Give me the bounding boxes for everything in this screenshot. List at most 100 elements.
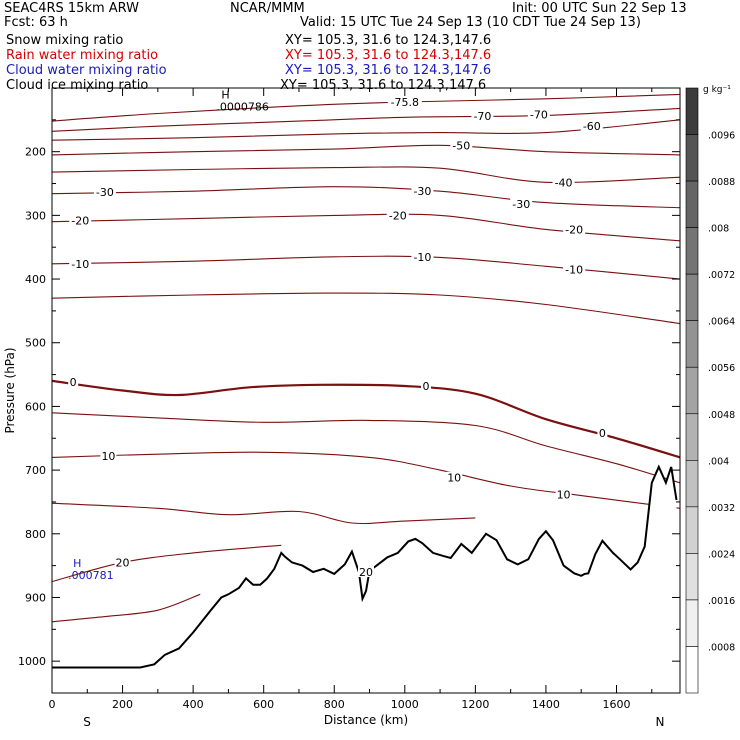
x-tick-label: 1000 — [391, 698, 419, 711]
org-title: NCAR/MMM — [230, 1, 305, 16]
colorbar-label: .008 — [708, 224, 729, 235]
contour-label-bg — [411, 250, 434, 262]
x-tick-label: 800 — [324, 698, 345, 711]
terrain-profile — [52, 464, 678, 693]
colorbar-label: .0064 — [708, 317, 735, 328]
contour-label-bg — [386, 209, 409, 221]
contour-line — [52, 502, 476, 525]
extremum-value: .000781 — [68, 569, 114, 582]
contour-label: -75.8 — [391, 96, 419, 109]
contour-label-bg — [114, 556, 131, 568]
contour-label: -70 — [530, 109, 548, 122]
contour-label: -40 — [555, 176, 573, 189]
colorbar-segment — [685, 460, 699, 508]
extremum-value: .0000786 — [216, 101, 269, 114]
contour-label: 10 — [101, 450, 115, 463]
contour-label-bg — [69, 257, 92, 269]
contour-line — [52, 166, 680, 184]
colorbar-segment — [685, 366, 699, 415]
y-tick-label: 800 — [25, 528, 46, 541]
contour-line — [52, 412, 680, 484]
y-tick-label: 500 — [25, 337, 46, 350]
contour-label-bg — [527, 108, 550, 120]
field-name-cloud-ice: Cloud ice mixing ratio — [6, 78, 149, 93]
colorbar-label: .004 — [708, 456, 729, 467]
colorbar-segment — [685, 320, 699, 368]
colorbar-segment — [685, 134, 699, 182]
north-label: N — [656, 715, 665, 729]
contour-label: -10 — [565, 264, 583, 277]
valid-time: Valid: 15 UTC Tue 24 Sep 13 (10 CDT Tue … — [300, 15, 641, 30]
contour-label-bg — [446, 471, 463, 483]
terrain-line — [52, 464, 678, 669]
field-name-snow: Snow mixing ratio — [6, 33, 124, 48]
x-tick-label: 1200 — [461, 698, 489, 711]
colorbar-segment — [685, 273, 699, 321]
contour-label: -20 — [71, 214, 89, 227]
contour-label: 0 — [70, 376, 77, 389]
colorbar-segment — [685, 227, 699, 275]
contour-line — [52, 593, 201, 623]
contour-label: -20 — [389, 209, 407, 222]
south-label: S — [83, 715, 91, 729]
contour-line — [52, 144, 680, 156]
plot-frame — [51, 87, 681, 694]
contour-label: 0 — [422, 380, 429, 393]
colorbar-segment — [685, 413, 699, 461]
colorbar-segment — [685, 506, 699, 554]
y-tick-label: 300 — [25, 209, 46, 222]
contour-label-bg — [471, 110, 494, 122]
terrain-mask — [52, 466, 677, 693]
contour-line — [52, 292, 680, 325]
contour-line — [52, 107, 680, 132]
forecast-hour: Fcst: 63 h — [4, 15, 68, 30]
contour-line — [52, 213, 680, 242]
y-tick-label: 700 — [25, 464, 46, 477]
contour-label-bg — [555, 488, 572, 500]
contour-line — [52, 93, 680, 122]
contour-label: -50 — [452, 139, 470, 152]
field-xy-rain: XY= 105.3, 31.6 to 124.3,147.6 — [285, 48, 492, 63]
colorbar-label: .0008 — [708, 642, 735, 653]
colorbar: .0096 .0088 .008 .0072 .0064 .0056 .0048 .004 .0… — [685, 85, 735, 694]
colorbar-label: .0024 — [708, 549, 735, 560]
field-name-rain: Rain water mixing ratio — [6, 48, 159, 63]
y-tick-label: 1000 — [18, 655, 46, 668]
x-axis-label: Distance (km) — [324, 713, 408, 727]
contour-label: -10 — [413, 251, 431, 264]
y-tick-label: 200 — [25, 146, 46, 159]
contour-label-bg — [100, 450, 117, 462]
contour-label: 10 — [557, 488, 571, 501]
contour-label-bg — [563, 263, 586, 275]
contour-line — [52, 544, 282, 583]
contour-label: -70 — [473, 110, 491, 123]
field-xy-snow: XY= 105.3, 31.6 to 124.3,147.6 — [285, 33, 492, 48]
colorbar-label: .0072 — [708, 270, 735, 281]
colorbar-segment — [685, 180, 699, 228]
colorbar-label: .0088 — [708, 177, 735, 188]
contour-label: 0 — [599, 427, 606, 440]
contour-label-bg — [510, 197, 533, 209]
x-tick-label: 600 — [253, 698, 274, 711]
model-title: SEAC4RS 15km ARW — [4, 1, 140, 16]
colorbar-segment — [685, 599, 699, 647]
colorbar-segment — [685, 646, 699, 694]
contour-label-bg — [387, 96, 422, 108]
colorbar-segment — [685, 553, 699, 601]
x-tick-label: 0 — [49, 698, 56, 711]
contour-line — [52, 451, 680, 509]
contour-label-bg — [552, 176, 575, 188]
contour-line — [52, 255, 680, 280]
x-tick-label: 200 — [112, 698, 133, 711]
colorbar-label: .0032 — [708, 503, 735, 514]
contour-label-bg — [93, 185, 116, 197]
x-tick-label: 1400 — [532, 698, 560, 711]
init-time: Init: 00 UTC Sun 22 Sep 13 — [512, 1, 687, 16]
field-xy-cloud-water: XY= 105.3, 31.6 to 124.3,147.6 — [285, 63, 492, 78]
colorbar-label: .0016 — [708, 596, 735, 607]
y-axis-label: Pressure (hPa) — [3, 347, 17, 433]
contour-label-bg — [69, 214, 92, 226]
y-tick-label: 400 — [25, 273, 46, 286]
x-tick-label: 1600 — [602, 698, 630, 711]
